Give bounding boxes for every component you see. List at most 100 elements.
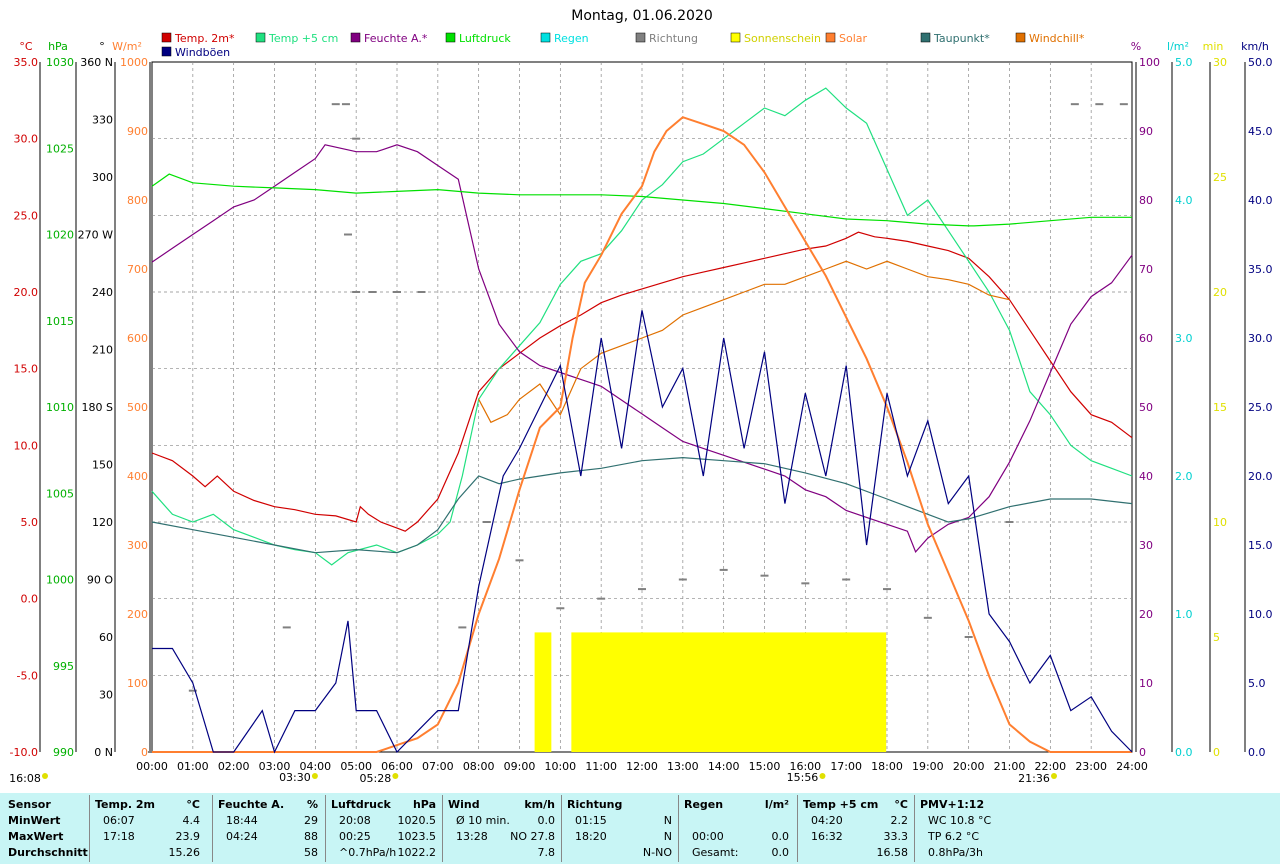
direction-mark — [515, 559, 524, 562]
summary-value: 33.3 — [883, 830, 909, 843]
x-axis-ticks: 00:00 01:00 02:00 03:00 04:00 05:00 06:00 07:00… — [136, 760, 1148, 773]
legend-swatch — [1015, 32, 1026, 43]
axis-tick-sun: 15 — [1213, 401, 1227, 414]
astro-marker — [392, 773, 399, 779]
axis-tick-temp: 0.0 — [21, 593, 39, 606]
summary-row-label: MinWert — [8, 814, 61, 827]
x-tick-label: 17:00 — [830, 760, 862, 773]
axis-tick-temp: 30.0 — [14, 133, 39, 146]
summary-separator — [212, 795, 213, 862]
axis-tick-rain: 1.0 — [1175, 608, 1193, 621]
x-tick-label: 21:00 — [994, 760, 1026, 773]
axis-tick-sun: 0 — [1213, 746, 1220, 759]
summary-time: 20:08 — [339, 814, 371, 827]
weather-chart: Montag, 01.06.2020 Temp. 2m* Temp +5 cm Fe… — [9, 8, 1273, 785]
direction-mark — [597, 597, 606, 600]
axis-tick-direction: 270 W — [78, 229, 113, 242]
legend-label: Sonnenschein — [744, 32, 821, 45]
legend-swatch — [825, 32, 836, 43]
axis-tick-direction: 360 N — [80, 56, 113, 69]
direction-mark — [482, 521, 491, 523]
direction-mark — [1005, 521, 1014, 523]
axis-tick-humidity: 80 — [1139, 194, 1153, 207]
summary-separator — [325, 795, 326, 862]
summary-separator — [442, 795, 443, 862]
summary-column-header: Regen — [684, 798, 724, 811]
legend-swatch — [920, 32, 931, 43]
x-tick-label: 20:00 — [953, 760, 985, 773]
direction-mark — [341, 103, 350, 106]
axis-tick-temp: 5.0 — [21, 516, 39, 529]
summary-column-header: Temp. 2m — [95, 798, 155, 811]
direction-mark — [760, 574, 769, 577]
legend-swatch — [350, 32, 361, 43]
x-tick-label: 18:00 — [871, 760, 903, 773]
summary-value: 29 — [304, 814, 318, 827]
summary-column-unit: °C — [894, 798, 908, 811]
axis-tick-direction: 90 O — [87, 574, 113, 587]
legend-label: Windböen — [175, 46, 230, 59]
legend-swatch — [730, 32, 741, 43]
axis-tick-wind: 30.0 — [1248, 332, 1273, 345]
summary-value: N-NO — [642, 846, 672, 859]
axis-unit-humidity: % — [1131, 40, 1141, 53]
summary-column-unit: l/m² — [764, 798, 789, 811]
direction-mark — [368, 291, 377, 293]
axis-tick-direction: 180 S — [82, 401, 113, 414]
summary-column-header: Temp +5 cm — [803, 798, 879, 811]
axis-tick-temp: -10.0 — [10, 746, 38, 759]
axis-tick-humidity: 70 — [1139, 263, 1153, 276]
summary-row-label: Durchschnitt — [8, 846, 88, 859]
direction-mark — [1119, 103, 1128, 106]
axis-unit-rain: l/m² — [1167, 40, 1189, 53]
summary-time: 17:18 — [103, 830, 135, 843]
summary-value: N — [663, 814, 672, 827]
summary-time: 04:24 — [226, 830, 258, 843]
legend-swatch — [540, 32, 551, 43]
axis-tick-pressure: 990 — [53, 746, 74, 759]
x-tick-label: 04:00 — [299, 760, 331, 773]
sunshine-block — [534, 632, 552, 752]
direction-mark — [188, 689, 197, 692]
direction-mark — [678, 578, 687, 581]
summary-column-header: PMV+1:12 — [920, 798, 985, 811]
direction-mark — [638, 588, 646, 591]
legend-swatch — [635, 32, 646, 43]
axis-tick-rain: 0.0 — [1175, 746, 1193, 759]
summary-time: 00:25 — [339, 830, 371, 843]
axis-tick-solar: 0 — [141, 746, 148, 759]
summary-time: Gesamt: — [692, 846, 739, 859]
summary-value: N — [663, 830, 672, 843]
x-tick-label: 19:00 — [912, 760, 944, 773]
summary-value: NO 27.8 — [510, 830, 555, 843]
axis-tick-humidity: 30 — [1139, 539, 1153, 552]
x-tick-label: 10:00 — [544, 760, 576, 773]
astro-time: 15:56 — [787, 771, 819, 784]
axis-tick-pressure: 1025 — [46, 142, 74, 155]
summary-column-unit: hPa — [412, 798, 436, 811]
summary-time: 18:20 — [575, 830, 607, 843]
axis-tick-sun: 30 — [1213, 56, 1227, 69]
summary-time: 01:15 — [575, 814, 607, 827]
axis-unit-solar: W/m² — [112, 40, 142, 53]
axis-tick-temp: 35.0 — [14, 56, 39, 69]
grid — [151, 61, 1133, 753]
x-tick-label: 24:00 — [1116, 760, 1148, 773]
legend-swatch — [255, 32, 266, 43]
summary-value: 4.4 — [182, 814, 201, 827]
x-tick-label: 06:00 — [381, 760, 413, 773]
x-tick-label: 13:00 — [667, 760, 699, 773]
direction-mark — [352, 137, 361, 140]
axis-tick-solar: 100 — [127, 677, 148, 690]
legend: Temp. 2m* Temp +5 cm Feuchte A.* Luftdruck R… — [161, 32, 1085, 59]
axis-tick-solar: 200 — [127, 608, 148, 621]
series-line — [152, 310, 1133, 754]
series-line — [151, 173, 1132, 227]
astro-time: 05:28 — [360, 772, 392, 785]
axis-tick-pressure: 1005 — [46, 487, 74, 500]
legend-label: Regen — [554, 32, 589, 45]
x-tick-label: 16:00 — [789, 760, 821, 773]
summary-value: 16.58 — [876, 846, 909, 859]
axis-tick-rain: 4.0 — [1175, 194, 1193, 207]
summary-time: 18:44 — [226, 814, 258, 827]
